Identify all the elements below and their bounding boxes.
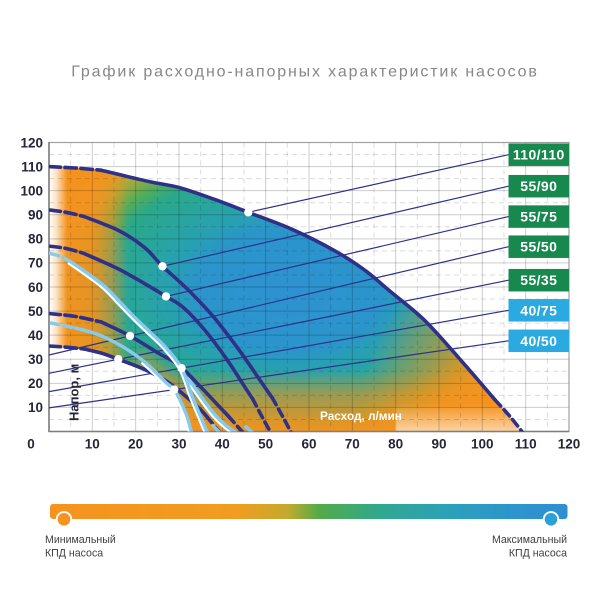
svg-text:40/75: 40/75 bbox=[520, 302, 557, 318]
svg-text:20: 20 bbox=[28, 376, 43, 391]
svg-text:Максимальный: Максимальный bbox=[492, 534, 567, 546]
svg-text:120: 120 bbox=[20, 135, 43, 150]
svg-text:40/50: 40/50 bbox=[520, 333, 557, 349]
svg-text:60: 60 bbox=[301, 437, 316, 452]
svg-text:30: 30 bbox=[28, 352, 43, 367]
svg-text:70: 70 bbox=[28, 256, 43, 271]
svg-text:Напор, м: Напор, м bbox=[67, 364, 82, 421]
svg-text:70: 70 bbox=[345, 437, 360, 452]
svg-text:110/110: 110/110 bbox=[513, 147, 565, 163]
svg-text:20: 20 bbox=[128, 437, 143, 452]
svg-text:120: 120 bbox=[558, 437, 581, 452]
svg-text:60: 60 bbox=[28, 280, 43, 295]
svg-text:55/50: 55/50 bbox=[520, 239, 557, 255]
svg-text:10: 10 bbox=[28, 400, 43, 415]
svg-text:110: 110 bbox=[21, 159, 43, 174]
svg-text:110: 110 bbox=[515, 437, 537, 452]
svg-text:55/75: 55/75 bbox=[520, 209, 557, 225]
svg-text:График расходно-напорных харак: График расходно-напорных характеристик н… bbox=[71, 64, 538, 81]
svg-text:80: 80 bbox=[28, 232, 43, 247]
svg-text:40: 40 bbox=[28, 328, 43, 343]
svg-text:Минимальный: Минимальный bbox=[45, 534, 116, 546]
svg-text:100: 100 bbox=[471, 437, 494, 452]
svg-text:10: 10 bbox=[85, 437, 100, 452]
svg-text:90: 90 bbox=[431, 437, 446, 452]
svg-text:90: 90 bbox=[28, 208, 43, 223]
svg-text:0: 0 bbox=[27, 437, 35, 452]
svg-text:55/90: 55/90 bbox=[520, 178, 557, 194]
svg-text:55/35: 55/35 bbox=[520, 272, 557, 288]
svg-text:100: 100 bbox=[20, 184, 43, 199]
svg-text:Расход, л/мин: Расход, л/мин bbox=[320, 409, 402, 423]
svg-text:80: 80 bbox=[388, 437, 403, 452]
svg-text:КПД насоса: КПД насоса bbox=[45, 548, 103, 560]
svg-text:КПД насоса: КПД насоса bbox=[509, 548, 567, 560]
svg-text:40: 40 bbox=[215, 437, 230, 452]
svg-text:30: 30 bbox=[171, 437, 186, 452]
svg-text:50: 50 bbox=[258, 437, 273, 452]
svg-text:50: 50 bbox=[28, 304, 43, 319]
